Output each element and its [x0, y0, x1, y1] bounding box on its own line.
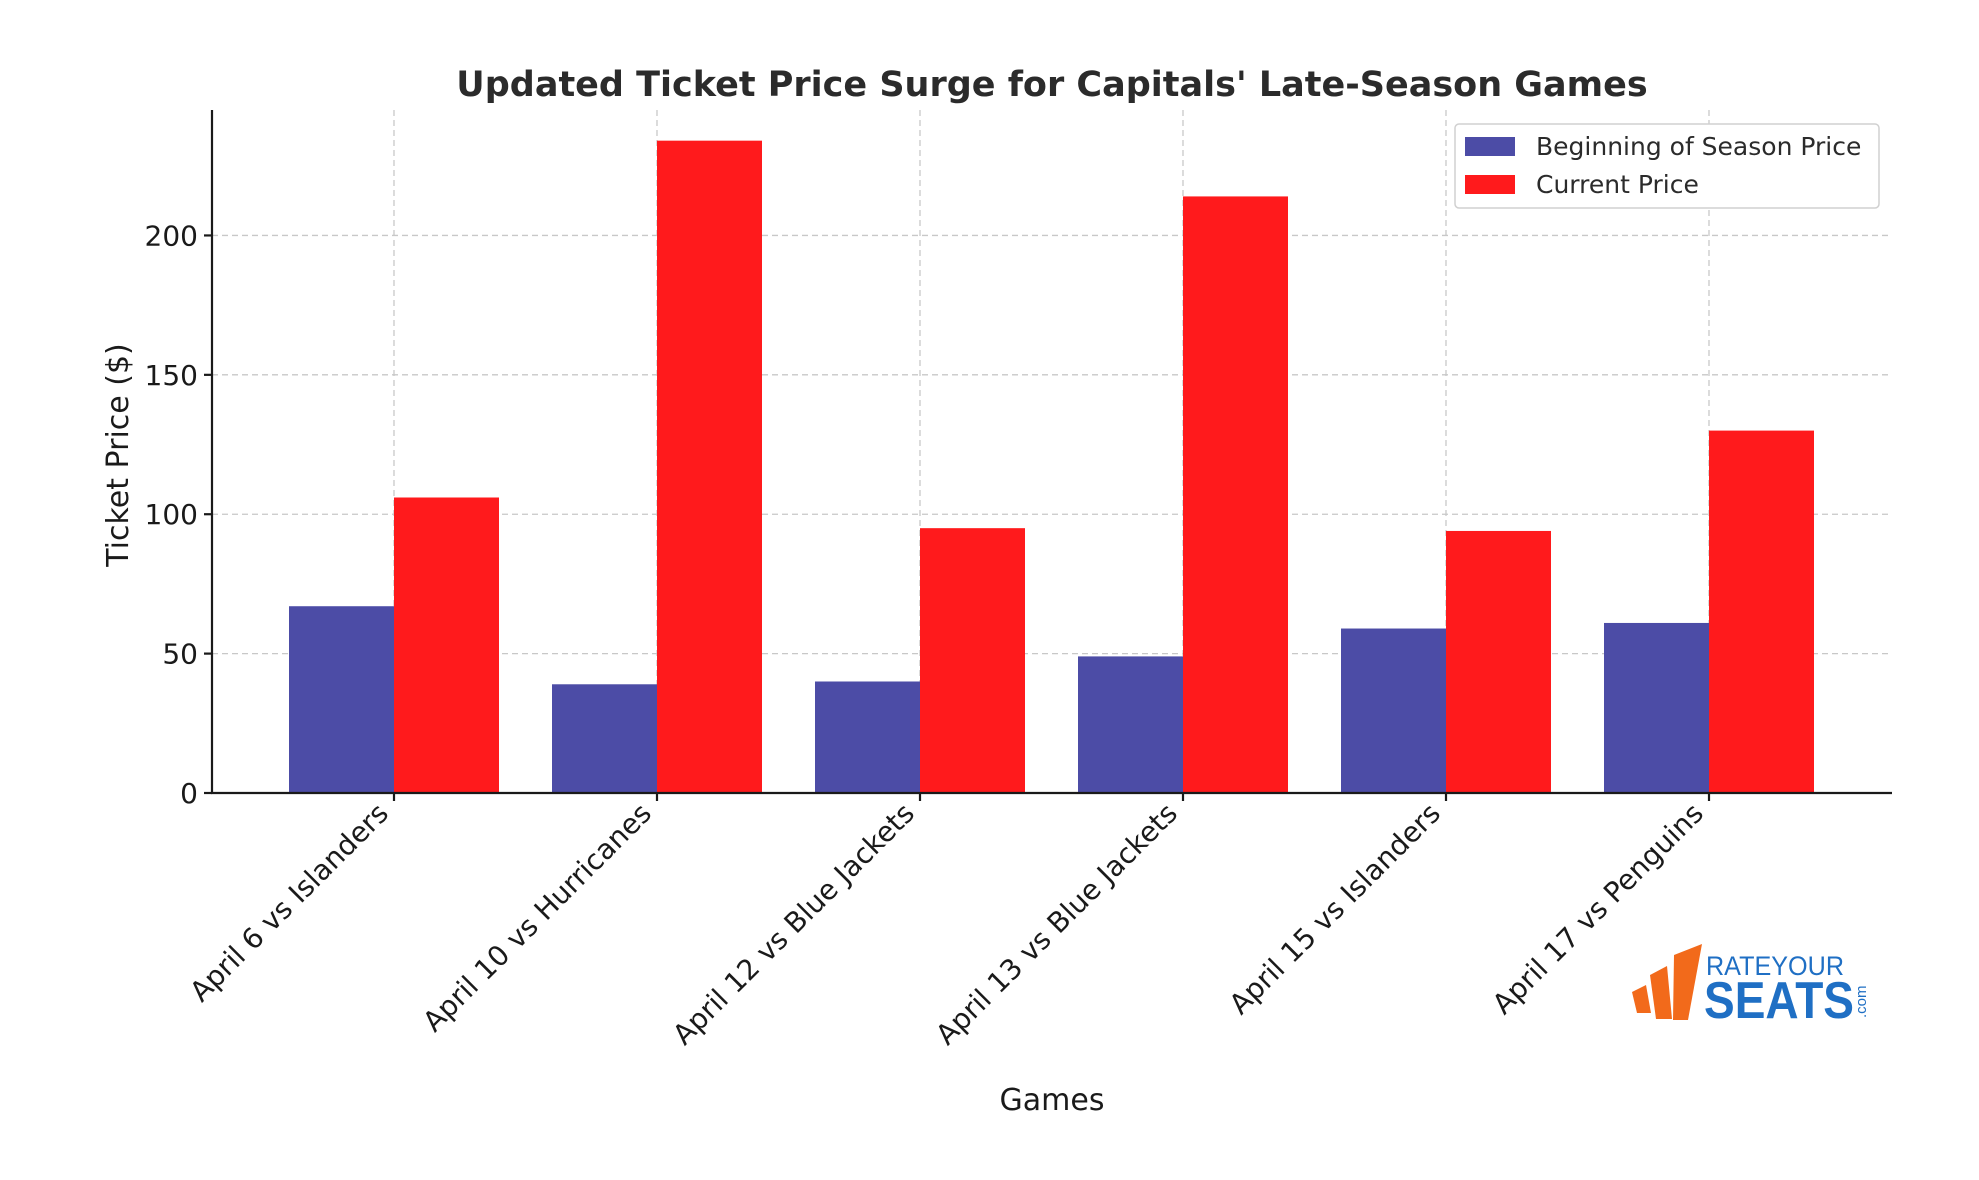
rateyourseats-logo: RATEYOUR SEATS .com — [1632, 944, 1870, 1030]
bar-beginning-price — [1341, 628, 1446, 793]
x-axis-label: Games — [1000, 1083, 1105, 1118]
legend-label: Current Price — [1536, 170, 1699, 199]
bar-beginning-price — [1604, 622, 1709, 793]
y-axis-label: Ticket Price ($) — [101, 343, 136, 568]
y-ticks: 0 50 100 150 200 — [145, 219, 212, 810]
bar-current-price — [1709, 430, 1814, 793]
chart-title: Updated Ticket Price Surge for Capitals'… — [456, 65, 1647, 105]
y-tick-label: 150 — [145, 359, 198, 392]
logo-suffix: .com — [1853, 985, 1870, 1018]
logo-line2: SEATS — [1704, 972, 1854, 1030]
x-tick-label: April 13 vs Blue Jackets — [929, 797, 1184, 1052]
y-tick-label: 0 — [180, 777, 198, 810]
bar-current-price — [657, 140, 762, 794]
bar-current-price — [1446, 530, 1551, 793]
bar-beginning-price — [552, 684, 657, 793]
x-tick-label: April 12 vs Blue Jackets — [666, 797, 921, 1052]
legend-frame — [1454, 123, 1880, 209]
bar-current-price — [394, 497, 499, 793]
y-tick-label: 200 — [145, 219, 198, 252]
y-tick-label: 50 — [162, 638, 198, 671]
y-tick-label: 100 — [145, 498, 198, 531]
logo-bars-icon — [1632, 944, 1702, 1020]
bars — [289, 140, 1814, 794]
legend-swatch — [1465, 175, 1515, 194]
x-tick-label: April 10 vs Hurricanes — [416, 797, 658, 1039]
logo-line1: RATEYOUR — [1706, 951, 1844, 981]
legend-label: Beginning of Season Price — [1536, 132, 1861, 161]
axes — [210, 110, 1892, 795]
x-tick-label: April 6 vs Islanders — [183, 797, 395, 1009]
x-tick-label: April 15 vs Islanders — [1223, 797, 1447, 1021]
legend: Beginning of Season Price Current Price — [1454, 123, 1880, 209]
bar-beginning-price — [289, 606, 394, 793]
bar-beginning-price — [815, 681, 920, 793]
bar-current-price — [1183, 196, 1288, 793]
bar-beginning-price — [1078, 656, 1183, 793]
x-ticks: April 6 vs Islanders April 10 vs Hurrican… — [183, 793, 1711, 1052]
legend-swatch — [1465, 137, 1515, 156]
bar-current-price — [920, 528, 1025, 793]
